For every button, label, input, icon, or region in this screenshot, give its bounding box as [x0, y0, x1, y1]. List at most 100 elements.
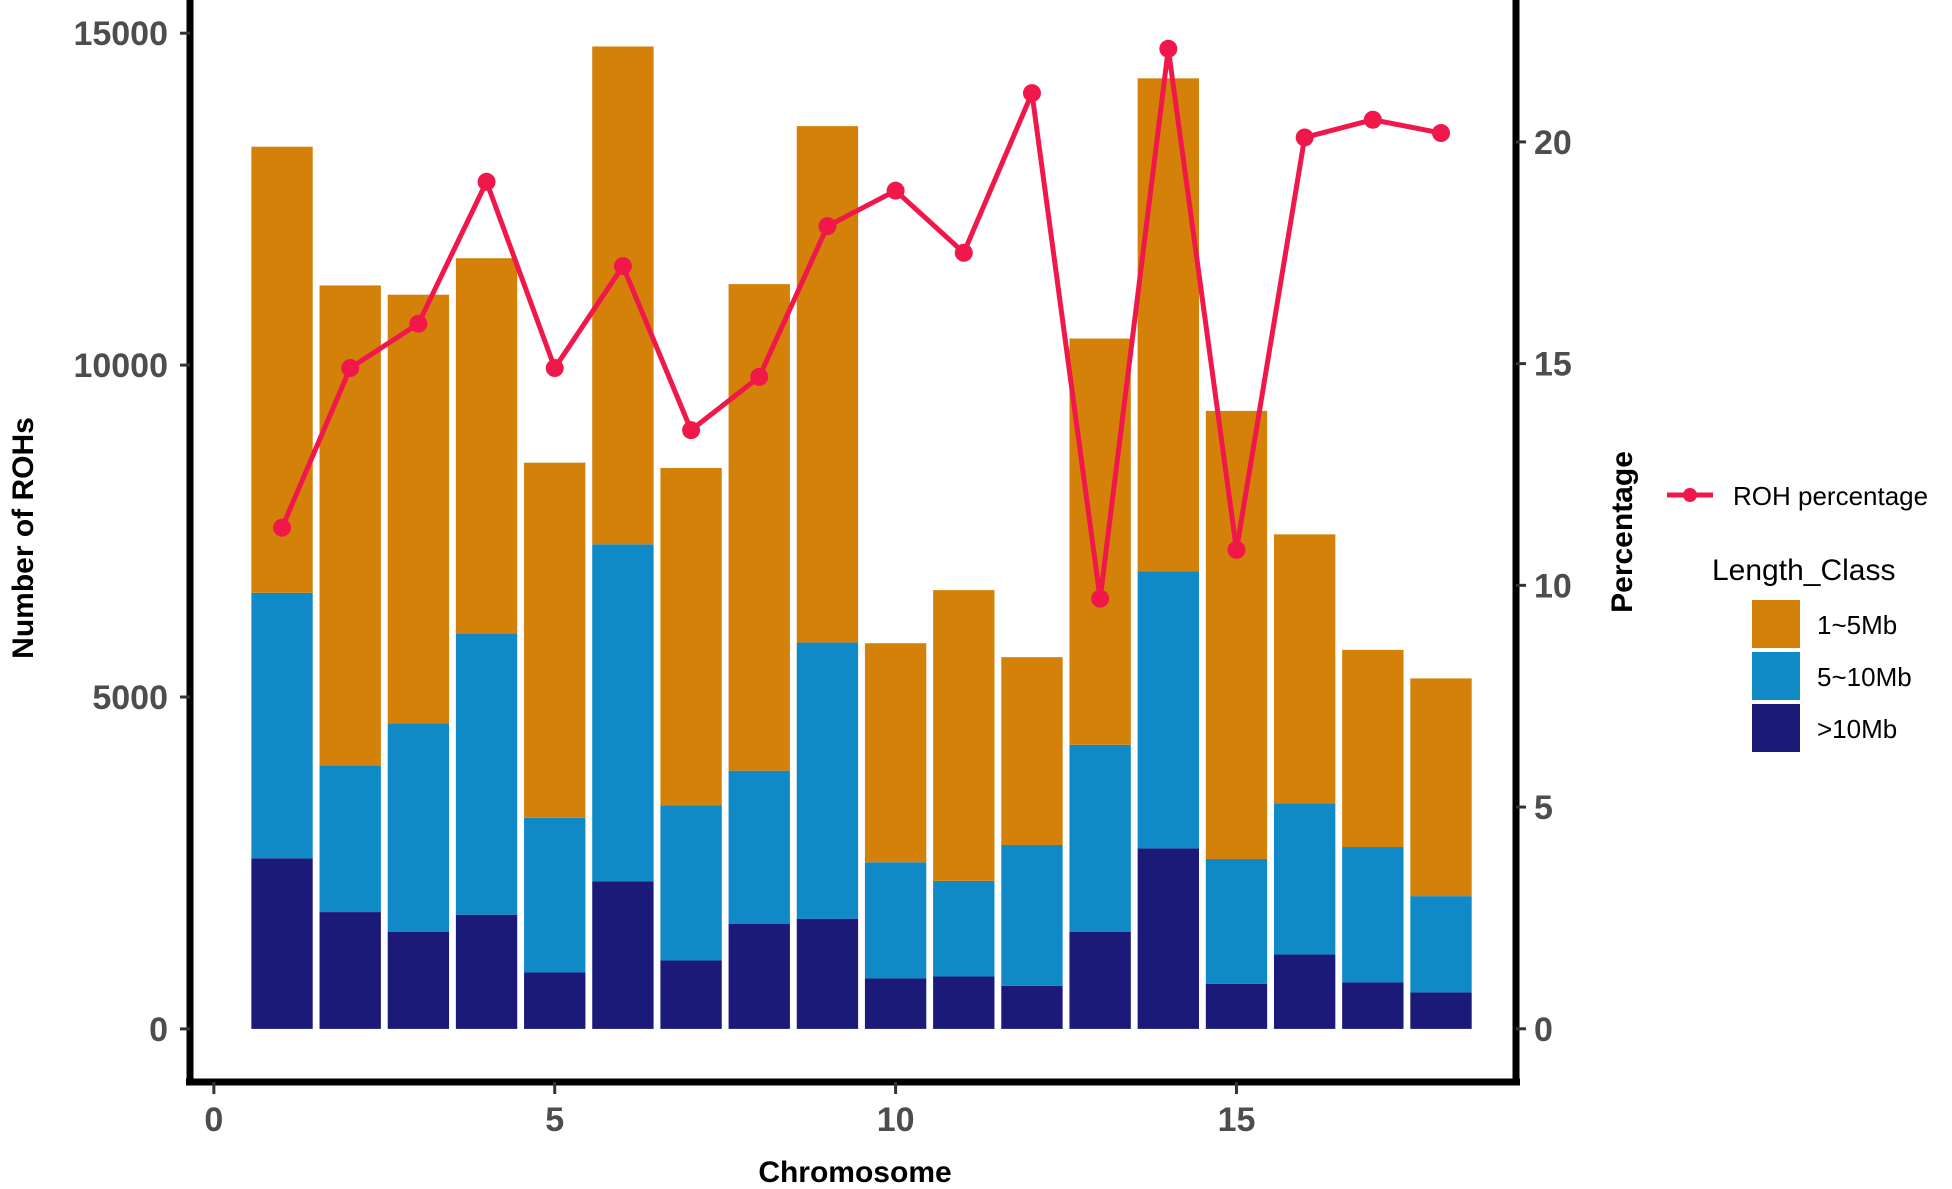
bar-chr11-10Mb — [933, 976, 995, 1029]
bar-chr1-10Mb — [251, 858, 313, 1029]
bar-chr13-510Mb — [1069, 744, 1131, 932]
percentage-point-chr13 — [1091, 589, 1110, 608]
legend-label: >10Mb — [1817, 714, 1897, 744]
legend-bars: Length_Class 1~5Mb 5~10Mb >10Mb — [1712, 554, 1912, 752]
bar-chr16-15Mb — [1273, 534, 1336, 804]
left-tick-label: 10000 — [73, 347, 168, 385]
bar-chr14-10Mb — [1137, 848, 1199, 1029]
bar-chr15-15Mb — [1205, 410, 1268, 859]
bar-chr5-10Mb — [524, 972, 586, 1029]
percentage-point-chr4 — [477, 172, 496, 191]
percentage-point-chr6 — [613, 257, 632, 276]
bar-chr17-15Mb — [1342, 649, 1404, 848]
bar-chr9-510Mb — [796, 642, 859, 919]
percentage-point-chr3 — [409, 314, 428, 333]
bar-chr18-15Mb — [1410, 678, 1472, 897]
bar-chr3-10Mb — [387, 931, 450, 1029]
percentage-point-chr2 — [341, 359, 360, 378]
bar-chr5-510Mb — [524, 817, 586, 973]
percentage-line-layer — [273, 39, 1451, 608]
bar-chr17-10Mb — [1342, 982, 1404, 1029]
percentage-point-chr1 — [273, 518, 292, 537]
x-tick-label: 0 — [204, 1101, 223, 1139]
x-axis-ticks: 0 5 10 15 — [204, 1082, 1255, 1139]
bar-chr6-10Mb — [592, 881, 654, 1029]
bar-chr4-15Mb — [455, 258, 518, 634]
bar-chr15-510Mb — [1205, 858, 1268, 984]
bar-chr11-510Mb — [933, 880, 995, 977]
bar-chr6-510Mb — [592, 544, 654, 882]
percentage-line — [279, 46, 1442, 602]
legend-line-label: ROH percentage — [1733, 481, 1928, 511]
bar-chr8-15Mb — [728, 284, 790, 771]
bar-chr7-10Mb — [660, 960, 722, 1029]
left-axis-ticks: 0 5000 10000 15000 — [73, 15, 190, 1049]
percentage-point-chr14 — [1159, 39, 1178, 58]
percentage-point-chr5 — [545, 359, 564, 378]
percentage-point-chr12 — [1022, 84, 1041, 103]
left-tick-label: 0 — [149, 1011, 168, 1049]
bar-chr8-10Mb — [728, 924, 790, 1029]
legend-swatch — [1752, 704, 1800, 752]
bar-chr7-15Mb — [660, 467, 722, 806]
right-tick-label: 5 — [1534, 789, 1553, 827]
x-tick-label: 15 — [1218, 1101, 1256, 1139]
bar-chr18-510Mb — [1410, 896, 1472, 993]
x-tick-label: 5 — [545, 1101, 564, 1139]
bar-chr2-510Mb — [319, 765, 381, 913]
percentage-point-chr16 — [1295, 128, 1314, 147]
percentage-point-chr17 — [1363, 110, 1382, 129]
bar-chr8-510Mb — [728, 770, 790, 925]
legend-line-marker — [1683, 488, 1697, 502]
percentage-point-chr8 — [750, 367, 769, 386]
bar-chr13-15Mb — [1069, 338, 1131, 745]
bar-chr12-15Mb — [1001, 657, 1063, 846]
bar-chr2-10Mb — [319, 912, 381, 1029]
right-tick-label: 0 — [1534, 1011, 1553, 1049]
legend-label: 5~10Mb — [1817, 662, 1912, 692]
bar-chr16-10Mb — [1273, 954, 1336, 1029]
bar-chr11-15Mb — [933, 590, 995, 881]
legend-title: Length_Class — [1712, 554, 1895, 587]
bar-chr10-15Mb — [864, 643, 927, 863]
legend-swatch — [1752, 600, 1800, 648]
x-tick-label: 10 — [877, 1101, 915, 1139]
bar-chr14-510Mb — [1137, 571, 1199, 849]
bar-chr10-10Mb — [864, 978, 927, 1029]
right-tick-label: 15 — [1534, 346, 1572, 384]
bar-chr4-510Mb — [455, 633, 518, 915]
bar-chr15-10Mb — [1205, 983, 1268, 1029]
bar-chr3-15Mb — [387, 294, 450, 724]
bar-chr10-510Mb — [864, 862, 927, 979]
left-axis-title: Number of ROHs — [7, 417, 40, 659]
bar-chr3-510Mb — [387, 723, 450, 932]
bar-chr5-15Mb — [524, 462, 586, 818]
bar-chr14-15Mb — [1137, 78, 1199, 572]
bar-chr12-10Mb — [1001, 985, 1063, 1029]
bar-chr17-510Mb — [1342, 847, 1404, 983]
bar-chr16-510Mb — [1273, 803, 1336, 955]
bars-layer — [251, 46, 1472, 1029]
bar-chr4-10Mb — [455, 914, 518, 1029]
bar-chr2-15Mb — [319, 285, 381, 766]
legend-bar-items: 1~5Mb 5~10Mb >10Mb — [1752, 600, 1912, 752]
percentage-point-chr18 — [1432, 124, 1451, 143]
legend-swatch — [1752, 652, 1800, 700]
bar-chr9-15Mb — [796, 126, 859, 643]
left-tick-label: 15000 — [73, 15, 168, 53]
legend-label: 1~5Mb — [1817, 610, 1897, 640]
percentage-point-chr10 — [886, 181, 905, 200]
legend-line: ROH percentage — [1667, 481, 1928, 511]
bar-chr12-510Mb — [1001, 845, 1063, 986]
bar-chr7-510Mb — [660, 805, 722, 961]
right-tick-label: 20 — [1534, 124, 1572, 162]
bar-chr9-10Mb — [796, 918, 859, 1029]
bar-chr13-10Mb — [1069, 931, 1131, 1029]
x-axis-title: Chromosome — [758, 1156, 951, 1189]
left-tick-label: 5000 — [92, 679, 168, 717]
bar-chr1-15Mb — [251, 146, 313, 593]
percentage-point-chr11 — [954, 243, 973, 262]
percentage-point-chr15 — [1227, 540, 1246, 559]
percentage-point-chr7 — [682, 421, 701, 440]
